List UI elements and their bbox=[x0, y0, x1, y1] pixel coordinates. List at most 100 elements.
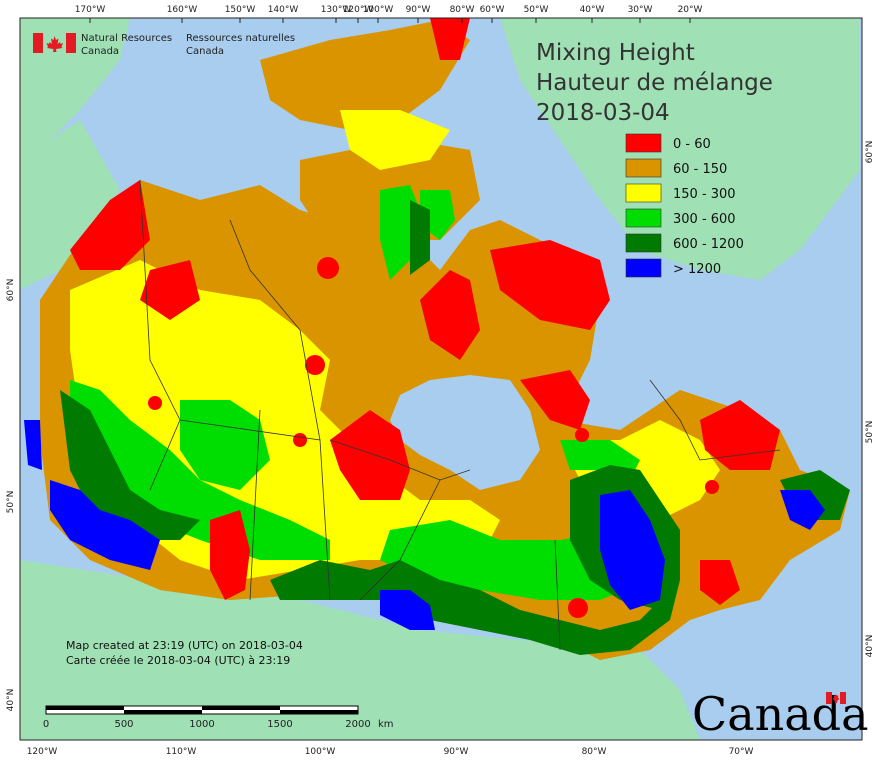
red-ellesmere-north bbox=[430, 18, 470, 60]
left-tick-label: 60°N bbox=[6, 279, 16, 302]
top-tick-label: 140°W bbox=[268, 5, 299, 15]
darkgreen-bc-coast bbox=[60, 390, 200, 540]
blue-bc-coast bbox=[50, 480, 160, 570]
map-frame bbox=[19, 17, 863, 741]
green-alberta-region bbox=[180, 400, 270, 490]
bottom-tick-label: 80°W bbox=[582, 747, 607, 757]
bottom-tick-label: 100°W bbox=[305, 747, 336, 757]
flag-bar-left bbox=[33, 33, 43, 53]
right-graticule-labels: 60°N 50°N 40°N bbox=[865, 141, 875, 658]
legend-swatch bbox=[625, 183, 662, 203]
top-tick-label: 130°W bbox=[321, 5, 352, 15]
left-tick-label: 40°N bbox=[6, 689, 16, 712]
legend-label: 300 - 600 bbox=[673, 212, 736, 227]
blue-vancouver-island bbox=[24, 420, 42, 470]
red-nwt-patch bbox=[140, 260, 200, 320]
flag-bar-right bbox=[66, 33, 76, 53]
greenland-landmass bbox=[500, 18, 860, 280]
wordmark-flag-right bbox=[840, 692, 846, 704]
top-tick-label: 90°W bbox=[406, 5, 431, 15]
alaska-landmass bbox=[20, 18, 130, 170]
legend-swatch bbox=[625, 158, 662, 178]
red-spot-labrador bbox=[705, 480, 719, 494]
agency-fr-line1: Ressources naturelles bbox=[186, 33, 295, 44]
top-tick-label: 60°W bbox=[480, 5, 505, 15]
blue-great-lakes bbox=[380, 590, 435, 630]
legend-label: 60 - 150 bbox=[673, 162, 727, 177]
title-en: Mixing Height bbox=[536, 40, 695, 66]
left-graticule-labels: 60°N 50°N 40°N bbox=[6, 279, 16, 712]
darkgreen-arctic-strip bbox=[410, 200, 430, 275]
usa-landmass bbox=[20, 560, 700, 740]
bottom-tick-label: 70°W bbox=[729, 747, 754, 757]
legend: 0 - 60 60 - 150 150 - 300 300 - 600 600 - 12… bbox=[625, 133, 744, 278]
red-spot-quebec bbox=[575, 428, 589, 442]
right-tick-label: 60°N bbox=[865, 141, 875, 164]
hudson-bay bbox=[390, 375, 540, 490]
alaska-south-landmass bbox=[20, 120, 120, 290]
red-spot-manitoba bbox=[293, 433, 307, 447]
top-tick-label: 120°W bbox=[343, 5, 374, 15]
wordmark-flag-left bbox=[826, 692, 832, 704]
top-tick-label: 100°W bbox=[363, 5, 394, 15]
scale-segment-4 bbox=[280, 710, 358, 714]
scale-segment-3 bbox=[202, 706, 280, 710]
agency-en-line1: Natural Resources bbox=[81, 33, 172, 44]
maple-leaf-icon bbox=[46, 36, 63, 52]
scale-tick-label: 500 bbox=[114, 719, 133, 730]
wordmark-leaf-icon bbox=[833, 694, 839, 703]
legend-swatch bbox=[625, 208, 662, 228]
map-date: 2018-03-04 bbox=[536, 100, 670, 126]
credit-en: Map created at 23:19 (UTC) on 2018-03-04 bbox=[66, 639, 303, 652]
legend-label: > 1200 bbox=[673, 262, 721, 277]
green-west-region bbox=[70, 380, 330, 560]
red-spot-arctic bbox=[317, 257, 339, 279]
top-tick-label: 50°W bbox=[524, 5, 549, 15]
scale-tick-label: 1500 bbox=[267, 719, 292, 730]
red-spot-nwt bbox=[148, 396, 162, 410]
red-spot-ontario bbox=[568, 598, 588, 618]
yellow-arctic-region bbox=[340, 110, 450, 170]
scale-segment-1 bbox=[46, 706, 124, 710]
provincial-borders bbox=[139, 179, 781, 651]
top-tick-label: 40°W bbox=[580, 5, 605, 15]
red-baffin-east bbox=[490, 240, 610, 330]
legend-swatch bbox=[625, 233, 662, 253]
red-spot-nunavut bbox=[305, 355, 325, 375]
red-saskatchewan bbox=[210, 510, 250, 600]
top-tick-label: 20°W bbox=[678, 5, 703, 15]
legend-label: 150 - 300 bbox=[673, 187, 736, 202]
scale-tick-label: 1000 bbox=[189, 719, 214, 730]
right-tick-label: 50°N bbox=[865, 421, 875, 444]
blue-newfoundland bbox=[780, 490, 825, 530]
wordmark-text: Canada bbox=[692, 687, 869, 741]
red-ungava bbox=[520, 370, 590, 430]
scale-bar: 0 500 1000 1500 2000 km bbox=[43, 705, 394, 730]
agency-en-line2: Canada bbox=[81, 46, 119, 57]
top-tick-label: 80°W bbox=[450, 5, 475, 15]
bottom-tick-label: 120°W bbox=[27, 747, 58, 757]
left-tick-label: 50°N bbox=[6, 491, 16, 514]
legend-label: 0 - 60 bbox=[673, 137, 711, 152]
legend-swatch bbox=[625, 258, 662, 278]
top-tick-label: 30°W bbox=[628, 5, 653, 15]
bottom-tick-label: 90°W bbox=[444, 747, 469, 757]
darkgreen-south-border bbox=[270, 560, 680, 655]
blue-quebec-core bbox=[600, 490, 665, 610]
red-manitoba bbox=[330, 410, 410, 500]
agency-signature: Natural Resources Canada Ressources natu… bbox=[33, 33, 295, 57]
credit-fr: Carte créée le 2018-03-04 (UTC) à 23:19 bbox=[66, 654, 290, 667]
title-fr: Hauteur de mélange bbox=[536, 70, 773, 96]
canada-wordmark: Canada bbox=[692, 687, 869, 741]
legend-swatch bbox=[625, 133, 662, 153]
red-maritimes bbox=[700, 560, 740, 605]
right-tick-label: 40°N bbox=[865, 635, 875, 658]
red-baffin-south bbox=[420, 270, 480, 360]
bottom-graticule-labels: 120°W 110°W 100°W 90°W 80°W 70°W bbox=[27, 747, 754, 757]
arctic-islands-north bbox=[260, 20, 470, 130]
scale-unit: km bbox=[378, 719, 394, 730]
scale-tick-label: 0 bbox=[43, 719, 49, 730]
agency-fr-line2: Canada bbox=[186, 46, 224, 57]
